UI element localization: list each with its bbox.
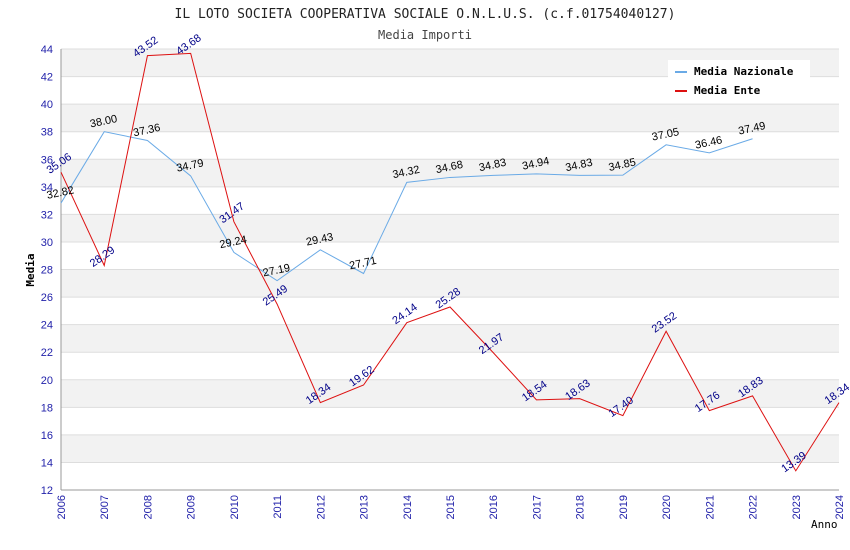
grid-band [61, 379, 839, 408]
data-label-nazionale: 34.83 [564, 157, 593, 174]
data-label-nazionale: 27.19 [262, 262, 291, 279]
grid-band [61, 214, 839, 242]
y-tick-label: 34 [41, 182, 53, 194]
y-tick-label: 40 [41, 99, 53, 111]
x-tick-label: 2022 [748, 495, 760, 519]
grid-band [61, 269, 839, 298]
x-tick-label: 2021 [704, 495, 716, 519]
chart-subtitle: Media Importi [378, 28, 472, 42]
data-label-nazionale: 37.05 [651, 126, 680, 143]
x-tick-label: 2011 [272, 495, 284, 519]
x-tick-label: 2010 [229, 495, 241, 519]
data-label-nazionale: 34.83 [478, 157, 507, 174]
data-label-nazionale: 34.85 [608, 156, 637, 173]
grid-band [61, 159, 839, 187]
data-label-nazionale: 34.79 [175, 157, 204, 174]
grid-band [61, 324, 839, 353]
x-tick-label: 2012 [315, 495, 327, 519]
x-tick-label: 2014 [402, 495, 414, 519]
legend: Media Nazionale Media Ente [668, 60, 810, 100]
y-tick-label: 38 [41, 127, 53, 139]
x-axis-title: Anno [811, 518, 838, 531]
data-label-nazionale: 32.82 [46, 184, 75, 201]
x-tick-label: 2006 [56, 495, 68, 519]
y-tick-label: 20 [41, 375, 53, 387]
x-tick-label: 2020 [661, 495, 673, 519]
chart-title: IL LOTO SOCIETA COOPERATIVA SOCIALE O.N.… [175, 7, 676, 22]
x-tick-label: 2009 [186, 495, 198, 519]
y-tick-label: 22 [41, 347, 53, 359]
data-label-nazionale: 34.94 [521, 155, 550, 172]
grid-band [61, 434, 839, 463]
y-tick-label: 14 [41, 457, 53, 469]
x-tick-label: 2024 [834, 495, 846, 519]
x-tick-label: 2007 [99, 495, 111, 519]
data-label-nazionale: 36.46 [694, 134, 723, 151]
legend-box [668, 60, 810, 100]
y-tick-label: 44 [41, 44, 53, 56]
series-line-0 [60, 131, 753, 282]
x-tick-label: 2019 [618, 495, 630, 519]
data-label-ente: 28.29 [88, 244, 117, 270]
data-label-nazionale: 29.43 [305, 231, 334, 248]
data-label-ente: 24.14 [390, 301, 419, 327]
grid-band [61, 104, 839, 132]
y-tick-label: 18 [41, 402, 53, 414]
data-label-nazionale: 37.36 [132, 122, 161, 139]
x-tick-label: 2016 [488, 495, 500, 519]
x-tick-label: 2015 [445, 495, 457, 519]
x-tick-label: 2013 [359, 495, 371, 519]
legend-label-ente: Media Ente [694, 84, 761, 97]
data-label-nazionale: 34.32 [391, 164, 420, 181]
y-tick-label: 24 [41, 320, 53, 332]
y-tick-label: 32 [41, 209, 53, 221]
series-line-1 [60, 52, 840, 472]
series-lines [60, 52, 840, 472]
data-label-nazionale: 34.68 [435, 159, 464, 176]
x-tick-label: 2017 [531, 495, 543, 519]
data-label-nazionale: 37.49 [737, 120, 766, 137]
data-label-nazionale: 27.71 [348, 255, 377, 272]
x-tick-label: 2008 [142, 495, 154, 519]
grid-lines [61, 48, 839, 491]
grid-bands [61, 49, 839, 463]
y-tick-label: 26 [41, 292, 53, 304]
y-tick-label: 30 [41, 237, 53, 249]
y-tick-label: 16 [41, 430, 53, 442]
y-tick-label: 28 [41, 265, 53, 277]
y-tick-label: 42 [41, 72, 53, 84]
legend-label-nazionale: Media Nazionale [694, 65, 794, 78]
data-label-nazionale: 38.00 [89, 113, 118, 130]
x-tick-label: 2023 [791, 495, 803, 519]
data-label-nazionale: 29.24 [219, 234, 248, 251]
y-tick-label: 36 [41, 154, 53, 166]
y-axis-title: Media [24, 253, 37, 286]
y-tick-labels: 12 14 16 18 20 22 24 26 28 30 32 34 36 38 40 42 44 [41, 44, 53, 497]
y-tick-label: 12 [41, 485, 53, 497]
x-tick-label: 2018 [575, 495, 587, 519]
x-tick-labels: 2006 2007 2008 2009 2010 2011 2012 2013 2014 2015… [56, 495, 846, 519]
